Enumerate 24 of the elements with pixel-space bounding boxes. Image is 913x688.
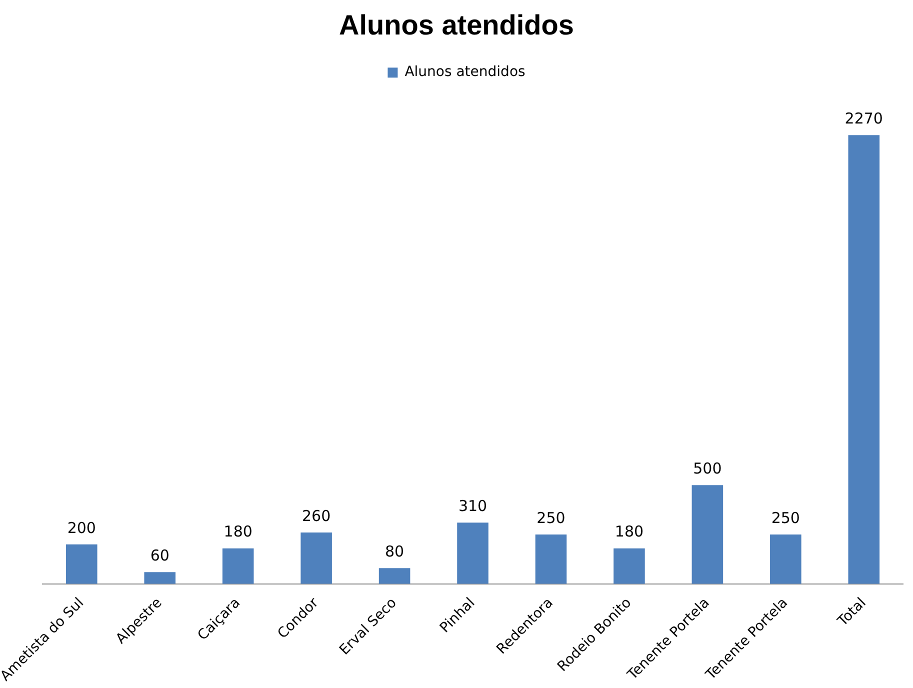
- data-label: 60: [150, 546, 170, 564]
- data-label: 80: [384, 542, 404, 561]
- bar: [770, 534, 802, 584]
- bar: [692, 485, 724, 584]
- data-label: 200: [67, 518, 96, 537]
- data-label: 180: [614, 522, 644, 541]
- data-label: 250: [771, 508, 800, 527]
- data-label: 500: [693, 459, 722, 478]
- bar: [848, 135, 880, 584]
- bar: [378, 568, 410, 584]
- bar: [66, 544, 98, 584]
- bar: [222, 548, 254, 584]
- data-label: 2270: [844, 109, 883, 128]
- bar: [457, 522, 488, 584]
- bar: [535, 534, 567, 584]
- bar: [300, 532, 332, 584]
- data-label: 250: [536, 508, 566, 527]
- data-label: 310: [458, 497, 488, 516]
- bar: [144, 572, 176, 584]
- data-label: 260: [302, 506, 331, 525]
- data-label: 180: [224, 522, 252, 541]
- bar: [614, 548, 645, 584]
- chart-title: Alunos atendidos: [339, 10, 574, 41]
- legend-label: Alunos atendidos: [404, 64, 526, 80]
